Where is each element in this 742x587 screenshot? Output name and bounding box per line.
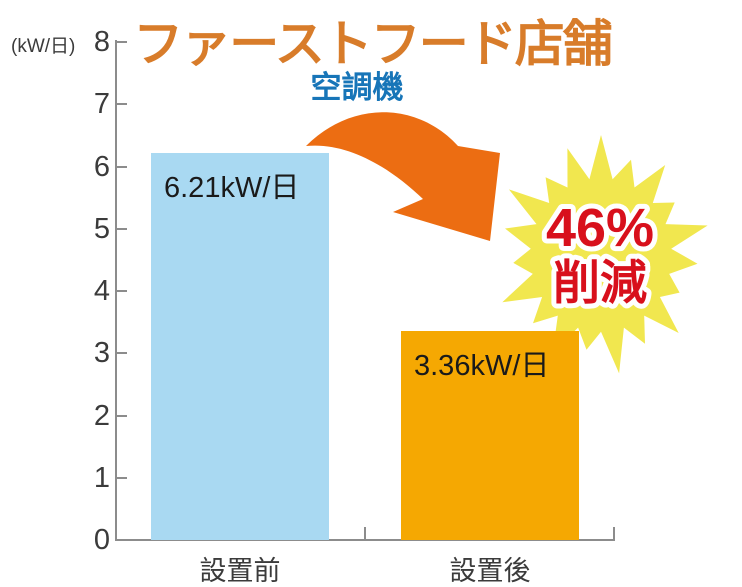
x-axis-tick — [364, 527, 366, 539]
y-axis-line — [115, 40, 117, 541]
chart-subtitle: 空調機 — [310, 70, 404, 105]
x-category-label: 設置前 — [199, 556, 281, 586]
y-tick-mark — [117, 414, 127, 417]
y-axis-unit-label: (kW/日) — [11, 36, 76, 57]
y-tick-label: 1 — [93, 461, 110, 494]
y-tick-label: 8 — [93, 26, 110, 58]
x-axis-tick — [613, 527, 615, 539]
chart-title: ファーストフード店舗 — [133, 16, 612, 72]
badge-reduction-text: 削減 — [553, 256, 647, 309]
x-category-label: 設置後 — [449, 556, 531, 586]
y-tick-mark — [117, 103, 127, 106]
y-tick-mark — [117, 165, 127, 168]
y-tick-label: 7 — [93, 88, 110, 121]
reduction-arrow-icon — [306, 112, 500, 241]
badge-percent-text: 46% — [546, 198, 654, 258]
y-tick-label: 4 — [93, 275, 110, 307]
y-tick-label: 6 — [93, 150, 110, 183]
starburst-badge-shape — [502, 135, 708, 374]
y-tick-mark — [117, 227, 127, 230]
y-tick-mark — [117, 476, 127, 479]
bar-value-label: 6.21kW/日 — [164, 172, 300, 204]
y-tick-label: 5 — [93, 212, 110, 245]
y-tick-mark — [117, 290, 127, 292]
y-tick-label: 3 — [93, 337, 110, 370]
bar-設置前 — [151, 153, 329, 540]
bar-value-label: 3.36kW/日 — [414, 350, 550, 382]
y-tick-label: 2 — [93, 399, 110, 432]
y-tick-label: 0 — [93, 524, 110, 556]
y-tick-mark — [117, 352, 127, 355]
y-tick-mark — [117, 41, 127, 43]
bar-設置後 — [401, 331, 579, 540]
x-axis-line — [115, 539, 615, 541]
